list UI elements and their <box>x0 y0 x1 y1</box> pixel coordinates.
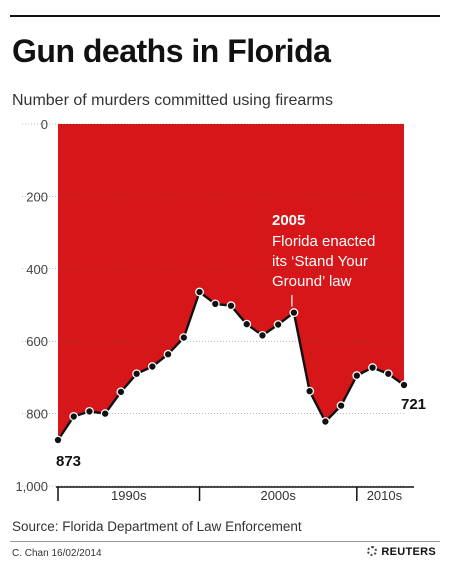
data-point <box>85 406 94 416</box>
top-rule <box>10 15 440 17</box>
data-point <box>116 387 126 397</box>
x-group-label: 2010s <box>367 488 403 503</box>
annotation-heading: 2005 <box>272 212 305 229</box>
data-point <box>289 308 299 318</box>
source-note: Source: Florida Department of Law Enforc… <box>12 519 302 534</box>
data-point <box>132 369 142 379</box>
data-point <box>53 435 63 445</box>
data-point <box>100 409 110 419</box>
data-point <box>69 412 79 421</box>
data-point <box>163 349 173 359</box>
chart-title: Gun deaths in Florida <box>12 33 331 69</box>
data-point <box>383 369 393 379</box>
x-group-label: 2000s <box>260 488 296 503</box>
point-value-label: 873 <box>56 453 81 470</box>
reuters-logo: REUTERS <box>367 546 436 558</box>
credit-line: C. Chan 16/02/2014 <box>12 548 102 559</box>
annotation-text: Florida enacted <box>272 233 375 250</box>
annotation-text: Ground’ law <box>272 273 352 290</box>
data-point <box>352 371 362 381</box>
y-tick-label: 0 <box>41 117 48 132</box>
data-point <box>210 299 220 309</box>
y-tick-label: 800 <box>26 407 48 422</box>
reuters-dot-icon <box>367 546 378 556</box>
area-fill <box>58 124 404 440</box>
y-tick-label: 1,000 <box>15 479 48 494</box>
data-point <box>195 287 204 297</box>
data-point <box>305 386 315 396</box>
x-group-label: 1990s <box>111 488 147 503</box>
data-point <box>273 320 283 329</box>
brand-label: REUTERS <box>381 546 436 558</box>
point-value-label: 721 <box>401 396 426 413</box>
y-tick-label: 600 <box>26 334 48 349</box>
data-point <box>226 301 236 311</box>
y-tick-label: 400 <box>26 262 48 277</box>
y-tick-label: 200 <box>26 189 48 204</box>
data-point <box>147 362 157 371</box>
data-point <box>336 401 346 411</box>
chart-subtitle: Number of murders committed using firear… <box>12 92 333 109</box>
data-point <box>179 333 189 343</box>
bottom-rule <box>10 541 440 542</box>
annotation-text: its ‘Stand Your <box>272 253 368 270</box>
data-point <box>399 380 409 390</box>
data-point <box>368 363 377 373</box>
data-point <box>242 319 252 329</box>
data-point <box>320 417 330 427</box>
data-point <box>258 330 267 340</box>
